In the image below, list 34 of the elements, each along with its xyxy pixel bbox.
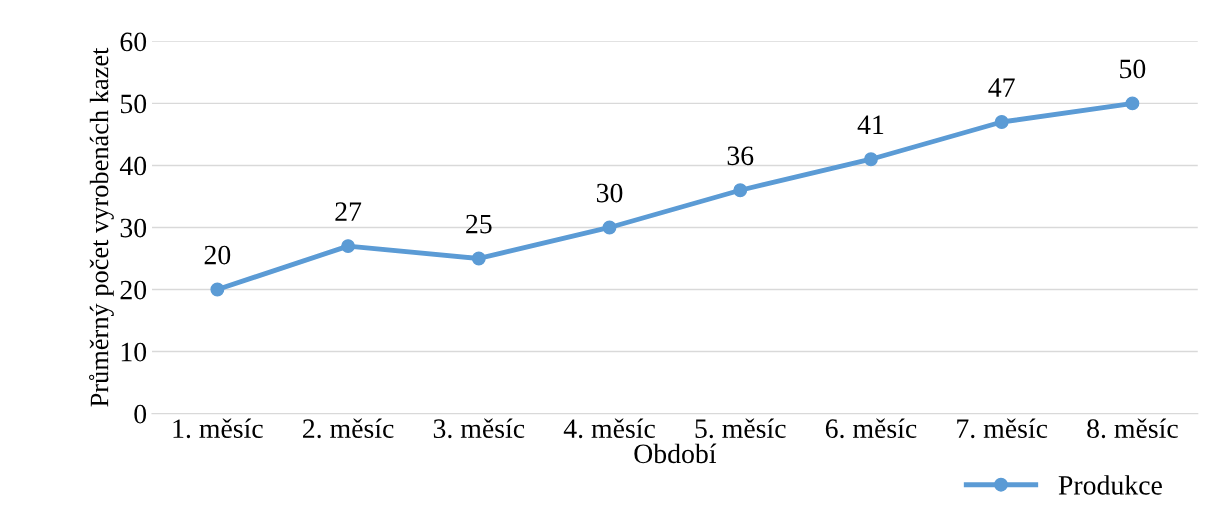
data-label: 27 [335, 202, 362, 221]
point [733, 183, 748, 198]
y-tick-label: 30 [120, 218, 147, 238]
data-label: 30 [596, 183, 623, 203]
data-label: 41 [857, 115, 884, 134]
point [471, 251, 486, 266]
x-tick-label: 8. měsíc [1087, 418, 1178, 439]
y-axis-title: Průměrný počet vyrobenách kazet [89, 47, 114, 407]
data-label: 47 [988, 78, 1015, 97]
y-tick-label: 10 [121, 342, 147, 362]
y-tick-label: 20 [120, 280, 147, 300]
y-tick-label: 40 [119, 156, 147, 176]
x-tick-label: 6. měsíc [825, 418, 917, 439]
y-tick-label: 60 [120, 32, 147, 52]
y-tick-label: 0 [134, 404, 147, 424]
point [602, 220, 617, 235]
data-label: 25 [466, 214, 492, 234]
point [994, 115, 1009, 129]
point [341, 239, 356, 254]
x-tick-label: 5. měsíc [695, 418, 786, 439]
point [864, 152, 878, 167]
data-label: 50 [1120, 59, 1146, 79]
x-tick-label: 1. měsíc [173, 418, 263, 439]
data-label: 36 [727, 146, 754, 166]
y-tick-label: 50 [120, 94, 147, 114]
data-label: 20 [204, 245, 231, 265]
legend-label: Produkce [1058, 475, 1162, 495]
x-tick-label: 7. měsíc [957, 418, 1048, 439]
x-tick-label: 3. měsíc [433, 418, 525, 439]
x-tick-label: 4. měsíc [563, 418, 655, 439]
point [210, 282, 225, 297]
x-tick-label: 2. měsíc [303, 418, 394, 439]
x-axis-title: Období [634, 443, 717, 464]
point [1125, 96, 1140, 111]
